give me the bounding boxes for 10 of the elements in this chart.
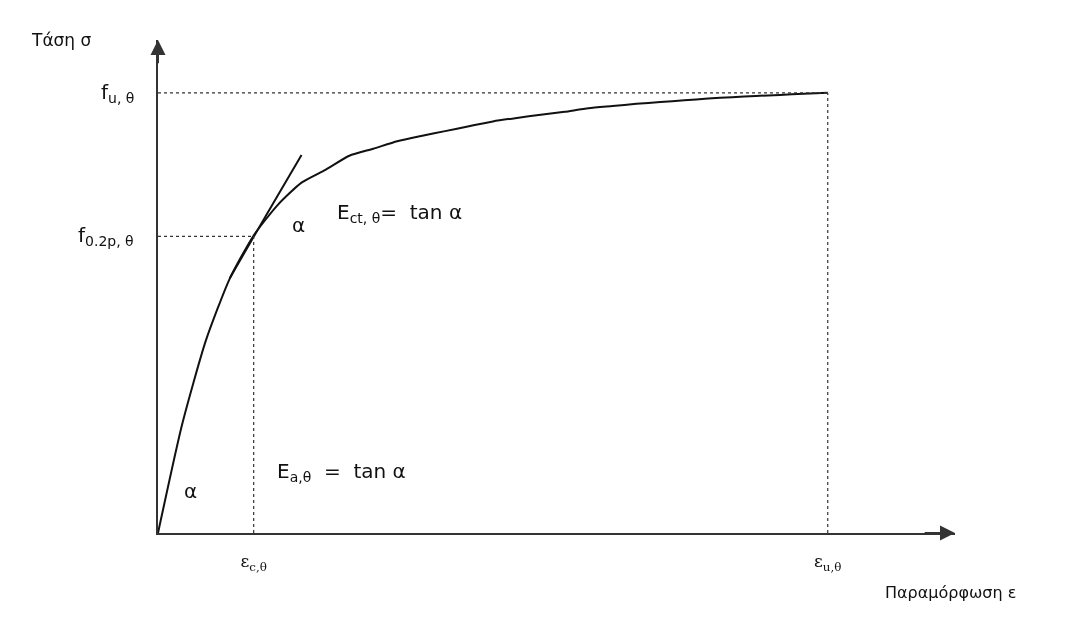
y-axis-title: Τάση σ [31,30,92,50]
ref-line-label: f$_{u, θ}$ [101,80,135,107]
annotation: E$_{a,θ}$ = tan α [277,459,406,486]
annotation: E$_{ct, θ}$= tan α [337,200,463,227]
x-axis-title: Παραμόρφωση ε [885,583,1017,602]
x-tick-label: ε$_{u,θ}$ [814,551,842,574]
x-tick-label: ε$_{c,θ}$ [240,551,267,574]
annotation: α [184,479,198,503]
annotation: α [292,213,306,237]
ref-line-label: f$_{0.2p, θ}$ [78,223,134,250]
